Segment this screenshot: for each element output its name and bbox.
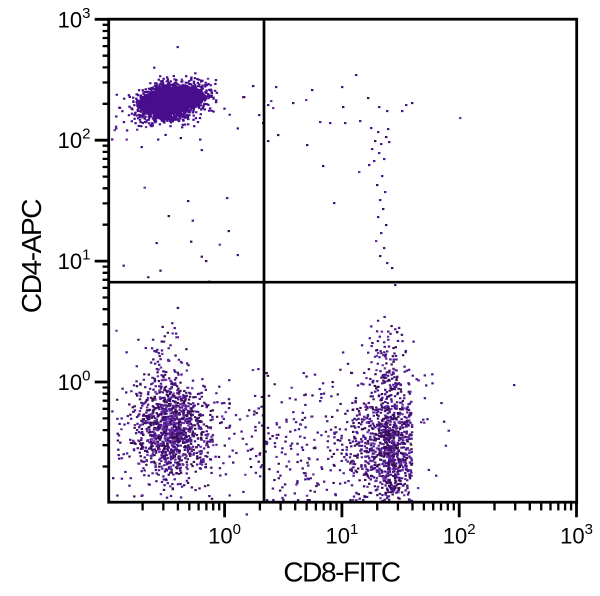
- svg-text:CD8-FITC: CD8-FITC: [283, 557, 401, 588]
- svg-text:102: 102: [443, 521, 476, 549]
- svg-text:101: 101: [325, 521, 358, 549]
- svg-text:103: 103: [560, 521, 593, 549]
- svg-text:103: 103: [58, 5, 91, 33]
- svg-text:102: 102: [58, 126, 91, 154]
- svg-text:100: 100: [58, 368, 91, 396]
- svg-text:100: 100: [208, 521, 241, 549]
- svg-text:CD4-APC: CD4-APC: [16, 199, 47, 313]
- svg-text:101: 101: [58, 247, 91, 275]
